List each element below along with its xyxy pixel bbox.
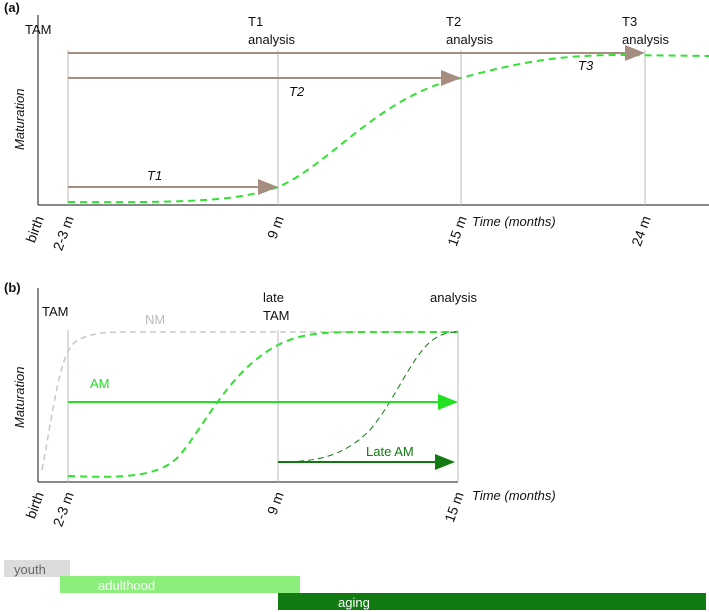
event-label: T1	[248, 14, 263, 29]
x-tick-label: 15 m	[441, 490, 467, 525]
event-label: analysis	[446, 32, 493, 47]
x-tick-label: 15 m	[444, 214, 470, 249]
stage-label: youth	[14, 562, 46, 577]
event-label: TAM	[25, 22, 51, 37]
time-markers	[67, 50, 646, 205]
arrow-label: T1	[147, 168, 162, 183]
late-am-curve	[277, 331, 459, 463]
event-label: TAM	[263, 308, 289, 323]
curve-label: NM	[145, 312, 165, 327]
arrow-label: T3	[578, 58, 594, 73]
x-tick-label: birth	[22, 490, 46, 521]
time-markers	[67, 330, 459, 482]
aging-bar	[278, 593, 706, 610]
panel-label: (a)	[4, 0, 20, 15]
y-axis-label: Maturation	[12, 89, 27, 150]
panel-label: (b)	[4, 280, 21, 295]
youth-bar	[4, 560, 70, 577]
x-tick-label: 24 m	[628, 214, 654, 249]
event-label: T3	[622, 14, 637, 29]
y-axis-label: Maturation	[12, 367, 27, 428]
stage-label: aging	[338, 595, 370, 610]
panel-b: (b) NM AM Late AM TAM late TAM analysis …	[4, 280, 556, 529]
stage-label: adulthood	[98, 578, 155, 593]
panel-a: (a) T1 T2 T3 TAM T1 analysis T2 analysis…	[4, 0, 709, 253]
arrow-label: T2	[289, 84, 305, 99]
x-tick-label: 2-3 m	[50, 490, 77, 529]
x-tick-label: 2-3 m	[50, 214, 77, 253]
event-label: analysis	[248, 32, 295, 47]
x-tick-label: 9 m	[264, 490, 287, 517]
x-axis-label: Time (months)	[472, 488, 556, 503]
event-label: TAM	[42, 304, 68, 319]
life-stages: youth adulthood aging	[4, 560, 706, 610]
arrows	[68, 45, 645, 195]
x-axis-label: Time (months)	[472, 214, 556, 229]
x-tick-label: 9 m	[264, 214, 287, 241]
event-label: analysis	[622, 32, 669, 47]
event-label: late	[263, 290, 284, 305]
maturation-curve	[67, 53, 709, 204]
curve-label: Late AM	[366, 444, 414, 459]
event-label: analysis	[430, 290, 477, 305]
adulthood-bar	[60, 576, 300, 593]
event-label: T2	[446, 14, 461, 29]
x-tick-label: birth	[22, 214, 46, 245]
curve-label: AM	[90, 376, 110, 391]
nm-curve	[41, 331, 458, 471]
